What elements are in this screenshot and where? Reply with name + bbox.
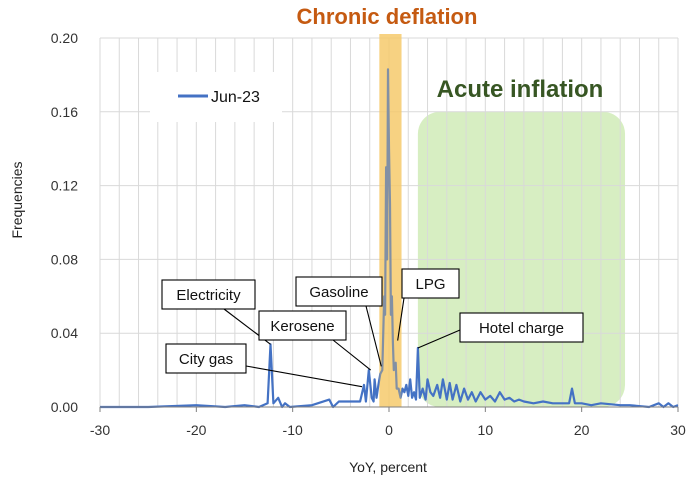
callout-pointer-city-gas	[245, 365, 363, 388]
y-tick-label: 0.16	[51, 104, 78, 120]
x-tick-label: -20	[186, 422, 206, 438]
y-tick-label: 0.12	[51, 178, 78, 194]
callout-pointer-gasoline	[365, 305, 382, 367]
y-tick-label: 0.20	[51, 30, 78, 46]
callout-box-gasoline	[295, 276, 383, 307]
y-tick-label: 0.00	[51, 399, 78, 415]
callout-box-hotel-charge	[459, 312, 584, 343]
x-tick-label: 10	[478, 422, 494, 438]
y-axis-label: Frequencies	[9, 161, 25, 238]
callout-box-city-gas	[165, 343, 247, 374]
x-tick-label: 20	[574, 422, 590, 438]
callout-box-kerosene	[258, 310, 347, 341]
series-line-jun-23	[100, 68, 679, 409]
legend-box	[150, 72, 282, 122]
y-tick-label: 0.08	[51, 251, 78, 267]
y-tick-label: 0.04	[51, 325, 78, 341]
x-tick-label: 30	[670, 422, 686, 438]
chart-title: Chronic deflation	[297, 4, 478, 29]
legend-label-jun-23: Jun-23	[211, 89, 260, 106]
callout-pointer-lpg	[397, 297, 405, 341]
callout-label-kerosene: Kerosene	[270, 318, 334, 335]
callout-label-electricity: Electricity	[176, 287, 241, 304]
axes-layer: -30 -20 -10 0 10 20 30 0.00 0.04 0.08 0.12 0.16 0.20	[51, 30, 686, 438]
callout-pointer-kerosene	[332, 339, 372, 371]
callout-box-electricity	[161, 279, 256, 310]
x-tick-label: 0	[385, 422, 393, 438]
callout-label-hotel-charge: Hotel charge	[479, 320, 564, 337]
inflation-region-label: Acute inflation	[437, 76, 604, 103]
legend: Jun-23	[150, 72, 282, 122]
callout-box-lpg	[401, 268, 460, 299]
x-axis-label: YoY, percent	[349, 459, 427, 475]
callout-label-city-gas: City gas	[179, 351, 233, 368]
x-tick-label: -10	[283, 422, 303, 438]
callout-label-lpg: LPG	[415, 276, 445, 293]
callout-label-gasoline: Gasoline	[309, 284, 368, 301]
deflation-band-overlay	[379, 34, 402, 407]
callouts-layer: Electricity City gas Kerosene Gasoline LPG Ho…	[161, 268, 584, 388]
series-layer	[100, 34, 679, 409]
x-tick-label: -30	[90, 422, 110, 438]
callout-pointer-hotel-charge	[417, 329, 461, 349]
